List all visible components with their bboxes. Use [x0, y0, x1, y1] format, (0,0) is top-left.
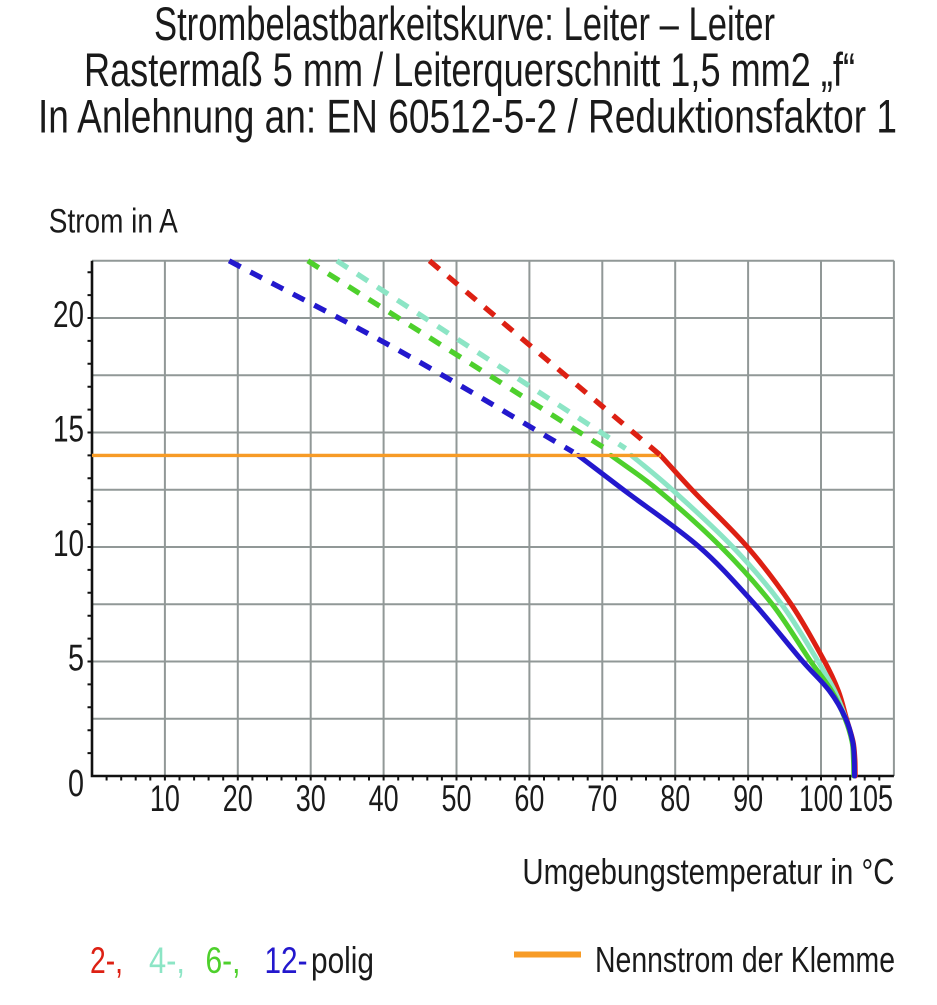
svg-text:In Anlehnung an: EN 60512-5-2: In Anlehnung an: EN 60512-5-2 / Reduktio…	[38, 90, 897, 143]
svg-text:10: 10	[150, 778, 180, 819]
svg-text:60: 60	[514, 778, 544, 819]
svg-text:0: 0	[68, 763, 84, 805]
svg-text:Nennstrom der Klemme: Nennstrom der Klemme	[595, 939, 895, 980]
svg-text:90: 90	[733, 778, 763, 819]
svg-text:12-: 12-	[265, 940, 308, 981]
svg-text:20: 20	[223, 778, 253, 819]
svg-text:15: 15	[53, 409, 84, 450]
svg-text:105: 105	[848, 778, 893, 819]
svg-text:10: 10	[53, 523, 84, 564]
svg-text:2-,: 2-,	[90, 940, 123, 981]
svg-text:Strom in A: Strom in A	[49, 203, 178, 241]
svg-text:70: 70	[587, 778, 617, 819]
svg-text:Umgebungstemperatur in °C: Umgebungstemperatur in °C	[522, 851, 894, 892]
svg-text:30: 30	[296, 778, 326, 819]
svg-text:80: 80	[660, 778, 690, 819]
svg-text:Strombelastbarkeitskurve: Leit: Strombelastbarkeitskurve: Leiter – Leite…	[154, 0, 775, 50]
svg-text:20: 20	[53, 294, 84, 335]
svg-text:40: 40	[369, 778, 399, 819]
svg-text:polig: polig	[311, 940, 374, 981]
svg-text:5: 5	[68, 638, 84, 679]
svg-text:50: 50	[442, 778, 472, 819]
svg-text:4-,: 4-,	[149, 940, 185, 981]
svg-text:100: 100	[799, 778, 843, 819]
svg-text:Rastermaß 5 mm / Leiterquersch: Rastermaß 5 mm / Leiterquerschnitt 1,5 m…	[84, 43, 855, 96]
svg-text:6-,: 6-,	[206, 940, 241, 981]
